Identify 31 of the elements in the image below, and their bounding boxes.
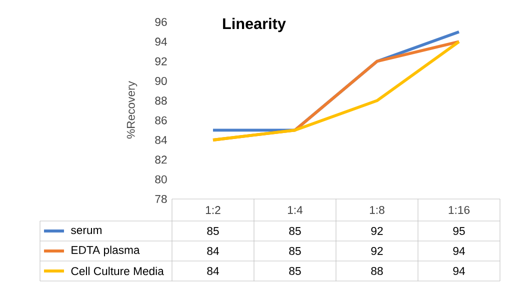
data-label: 95 — [453, 226, 465, 235]
data-label: 92 — [371, 226, 383, 235]
data-label: 92 — [371, 246, 383, 255]
legend-label: EDTA plasma — [72, 246, 140, 256]
x-tick-label: 1:16 — [448, 206, 470, 214]
y-tick-label: 80 — [155, 175, 167, 184]
y-tick-label: 82 — [155, 156, 167, 164]
x-tick-label: 1:2 — [206, 206, 220, 214]
legend-label: serum — [71, 228, 102, 234]
y-tick-label: 84 — [155, 136, 167, 144]
data-label: 84 — [207, 246, 219, 255]
y-tick-label: 88 — [155, 96, 167, 105]
y-tick-label: 92 — [155, 57, 167, 66]
data-label: 84 — [207, 266, 219, 275]
x-tick-label: 1:4 — [288, 206, 303, 214]
y-tick-label: 94 — [155, 38, 167, 46]
y-tick-label: 78 — [155, 194, 167, 203]
data-label: 88 — [371, 266, 383, 275]
legend-label: Cell Culture Media — [71, 266, 164, 276]
chart-title: Linearity — [223, 18, 286, 32]
y-tick-label: 90 — [155, 76, 167, 85]
data-label: 85 — [289, 226, 301, 235]
data-label: 85 — [289, 246, 301, 255]
y-tick-label: 96 — [155, 18, 167, 26]
data-label: 85 — [289, 266, 301, 275]
x-tick-label: 1:8 — [370, 206, 384, 214]
y-tick-label: 86 — [155, 116, 167, 124]
y-axis-title: %Recovery — [126, 81, 138, 139]
data-label: 94 — [453, 266, 465, 275]
data-label: 94 — [453, 246, 465, 255]
data-label: 85 — [207, 226, 219, 235]
